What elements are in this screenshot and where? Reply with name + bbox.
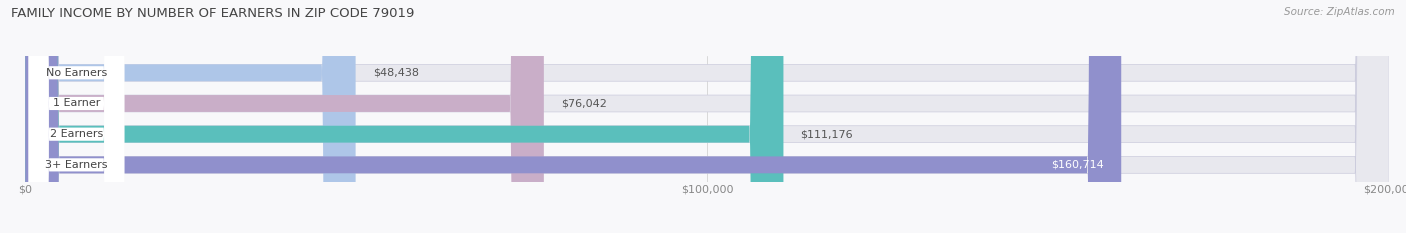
Text: 1 Earner: 1 Earner [53,99,100,109]
FancyBboxPatch shape [25,0,1389,233]
FancyBboxPatch shape [25,0,783,233]
Text: $76,042: $76,042 [561,99,607,109]
Text: $48,438: $48,438 [373,68,419,78]
Text: 3+ Earners: 3+ Earners [45,160,108,170]
FancyBboxPatch shape [25,0,1389,233]
FancyBboxPatch shape [28,0,124,233]
FancyBboxPatch shape [28,0,124,233]
Text: $160,714: $160,714 [1052,160,1104,170]
FancyBboxPatch shape [25,0,544,233]
Text: 2 Earners: 2 Earners [49,129,103,139]
FancyBboxPatch shape [25,0,1389,233]
Text: No Earners: No Earners [46,68,107,78]
FancyBboxPatch shape [25,0,1121,233]
FancyBboxPatch shape [25,0,356,233]
Text: FAMILY INCOME BY NUMBER OF EARNERS IN ZIP CODE 79019: FAMILY INCOME BY NUMBER OF EARNERS IN ZI… [11,7,415,20]
FancyBboxPatch shape [28,0,124,233]
FancyBboxPatch shape [25,0,1389,233]
Text: Source: ZipAtlas.com: Source: ZipAtlas.com [1284,7,1395,17]
FancyBboxPatch shape [28,0,124,233]
Text: $111,176: $111,176 [800,129,853,139]
